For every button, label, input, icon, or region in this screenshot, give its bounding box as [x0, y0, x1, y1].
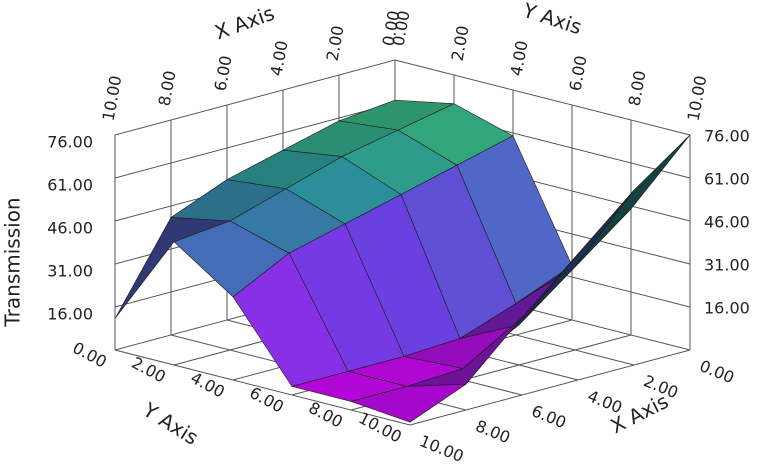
x-tick-label: 2.00: [323, 24, 348, 62]
grid-line: [114, 102, 396, 179]
y-tick-label: 0.00: [70, 338, 110, 372]
x-tick-label: 6.00: [211, 54, 236, 92]
surface-face: [574, 134, 691, 268]
x-tick-label: 0.00: [697, 356, 737, 387]
z-tick-label: 16.00: [704, 299, 750, 318]
z-tick-label: 46.00: [704, 213, 750, 232]
z-tick-label: 46.00: [47, 219, 93, 238]
grid-line: [394, 59, 691, 136]
surface-face: [349, 383, 468, 423]
x-tick-label: 8.00: [473, 416, 513, 447]
x-tick-label: 10.00: [417, 431, 467, 466]
z-tick-label: 61.00: [47, 176, 93, 195]
x-axis-title: X Axis: [211, 1, 277, 45]
grid-line: [409, 349, 691, 426]
z-tick-label: 61.00: [704, 170, 750, 189]
x-tick-label: 8.00: [155, 69, 180, 107]
y-tick-label: 4.00: [188, 368, 228, 402]
x-tick-label: 10.00: [99, 74, 126, 122]
z-tick-label: 16.00: [47, 305, 93, 324]
x-tick-label: 4.00: [267, 39, 292, 77]
z-axis-title: Transmission: [1, 197, 25, 327]
y-tick-label: 6.00: [247, 383, 287, 417]
y-tick-label: 6.00: [566, 54, 591, 92]
y-axis-title: Y Axis: [519, 0, 585, 39]
z-tick-label: 31.00: [704, 256, 750, 275]
y-tick-label: 2.00: [129, 353, 169, 387]
y-axis-title: Y Axis: [138, 397, 203, 450]
y-tick-label: 8.00: [625, 69, 650, 107]
grid-line: [114, 349, 411, 426]
x-tick-label: 4.00: [585, 386, 625, 417]
x-tick-label: 6.00: [529, 401, 569, 432]
z-tick-label: 31.00: [47, 262, 93, 281]
y-tick-label: 8.00: [306, 398, 346, 432]
y-tick-label: 2.00: [448, 24, 473, 62]
grid-line: [114, 59, 396, 136]
z-tick-label: 76.00: [704, 127, 750, 146]
z-tick-label: 76.00: [47, 133, 93, 152]
y-tick-label: 10.00: [684, 74, 711, 122]
y-tick-label: 4.00: [507, 39, 532, 77]
